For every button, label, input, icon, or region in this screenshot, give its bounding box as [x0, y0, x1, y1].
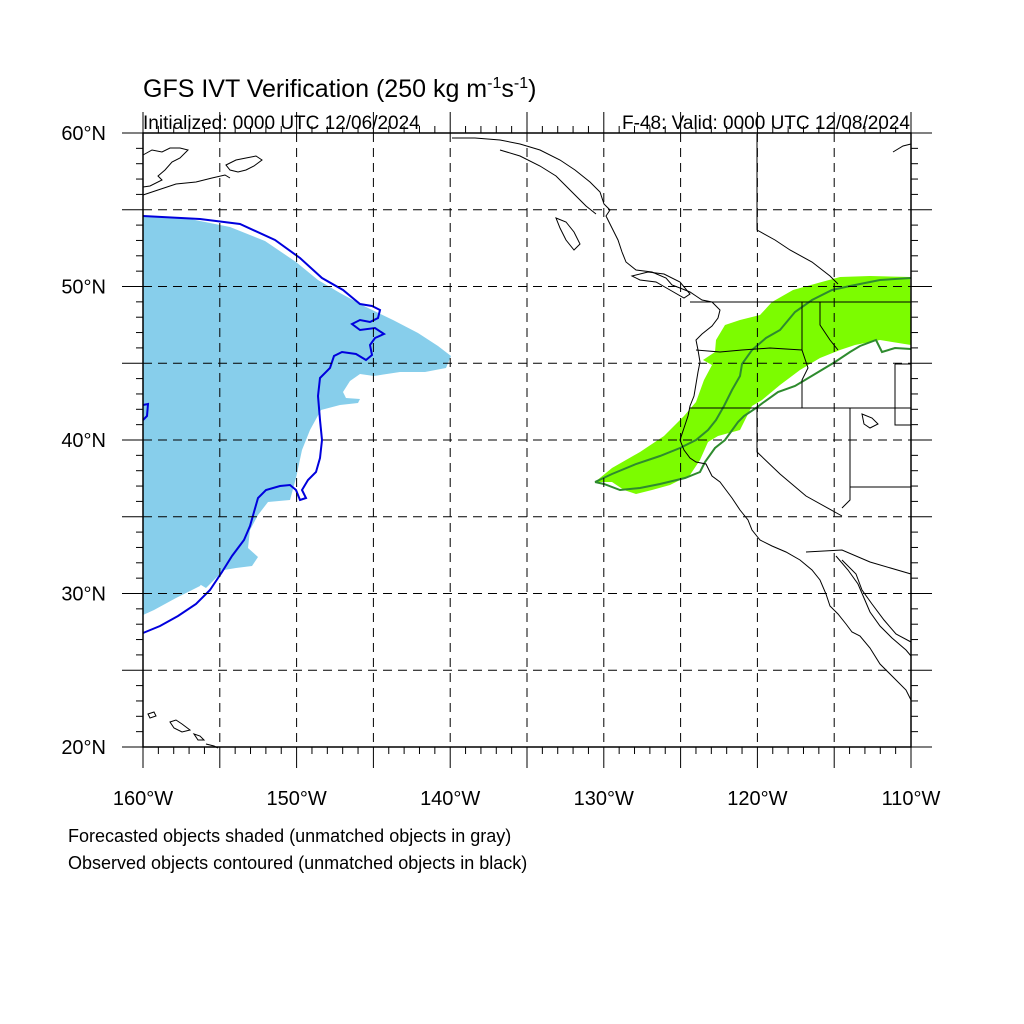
- coastlines-and-borders: [142, 134, 912, 749]
- oregon-washington-border: [695, 347, 803, 353]
- great-salt-lake: [861, 413, 879, 429]
- lat-label: 30°N: [61, 584, 106, 606]
- observed-object-pacific-left-edge: [142, 402, 150, 421]
- graticule: [143, 133, 911, 747]
- kodiak-coast: [225, 155, 263, 173]
- nw-canada-coast: [892, 143, 912, 153]
- baja-coast: [835, 555, 912, 657]
- vancouver-island-coast: [630, 271, 691, 299]
- alaska-panhandle-coast: [499, 149, 597, 215]
- lon-label: 110°W: [882, 788, 941, 810]
- nevada-utah-border: [841, 408, 851, 509]
- map-frame: [122, 112, 932, 768]
- hawaii-islands: [147, 711, 219, 749]
- alaska-coast: [142, 147, 189, 188]
- gulf-of-california-coast: [841, 559, 912, 643]
- lon-label: 120°W: [727, 788, 787, 810]
- idaho-west-border: [801, 302, 809, 408]
- wyoming-border: [894, 363, 911, 426]
- haida-gwaii-coast: [555, 217, 581, 251]
- alaska-peninsula-coast: [142, 174, 231, 196]
- lat-label: 60°N: [61, 123, 106, 145]
- valid-time: F-48: Valid: 0000 UTC 12/08/2024: [622, 113, 910, 134]
- observed-object-west-coast-contour: [594, 277, 912, 492]
- caption-forecast: Forecasted objects shaded (unmatched obj…: [68, 826, 512, 846]
- initialized-time: Initialized: 0000 UTC 12/06/2024: [143, 113, 420, 134]
- alaska-canada-border: [756, 134, 839, 285]
- mexico-border: [805, 549, 912, 575]
- lat-label: 20°N: [61, 737, 106, 759]
- lon-label: 130°W: [574, 788, 634, 810]
- map-title: GFS IVT Verification (250 kg m-1s-1): [143, 75, 536, 103]
- lat-label: 40°N: [61, 430, 106, 452]
- caption-observed: Observed objects contoured (unmatched ob…: [68, 853, 528, 873]
- axis-labels: 60°N 50°N 40°N 30°N 20°N 160°W 150°W 140°W 130°W…: [61, 123, 940, 810]
- lat-label: 50°N: [61, 277, 106, 299]
- lon-label: 140°W: [420, 788, 480, 810]
- california-nevada-border: [756, 408, 843, 517]
- lon-label: 150°W: [266, 788, 326, 810]
- gulf-of-alaska-coast: [452, 137, 912, 701]
- lon-label: 160°W: [113, 788, 173, 810]
